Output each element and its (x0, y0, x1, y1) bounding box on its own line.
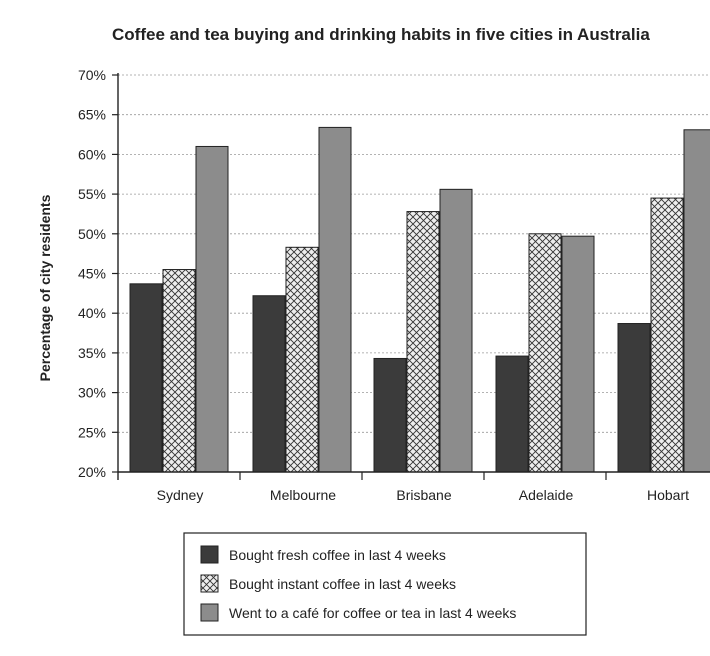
legend-swatch (200, 545, 219, 564)
legend-swatch (200, 603, 219, 622)
y-tick-label: 65% (78, 107, 106, 123)
bar-brisbane-series-2 (406, 211, 440, 473)
y-tick-label: 55% (78, 186, 106, 202)
axes (117, 73, 710, 480)
y-tick-label: 60% (78, 146, 106, 162)
bar-hobart-series-2 (650, 197, 684, 473)
y-tick-label: 40% (78, 305, 106, 321)
bar-melbourne-series-3 (318, 126, 352, 473)
bar-sydney-series-1 (129, 283, 163, 473)
y-tick-label: 25% (78, 424, 106, 440)
y-tick-labels: 20% 25% 30% 35% 40% 45% 50% 55% 60% 65% 70% (78, 67, 106, 480)
bar-sydney-series-3 (195, 145, 229, 473)
bar-melbourne-series-1 (252, 295, 286, 473)
x-tick-label: Brisbane (396, 487, 451, 503)
y-axis-label: Percentage of city residents (37, 194, 53, 381)
legend-swatch (200, 574, 219, 593)
legend-entry-label: Bought fresh coffee in last 4 weeks (229, 547, 446, 563)
bar-melbourne-series-2 (285, 246, 319, 473)
y-tick-label: 45% (78, 266, 106, 282)
y-tick-label: 50% (78, 226, 106, 242)
legend-box (183, 532, 587, 636)
y-tick-label: 70% (78, 67, 106, 83)
chart-title: Coffee and tea buying and drinking habit… (112, 25, 650, 44)
bar-brisbane-series-1 (373, 357, 407, 473)
category-labels: Sydney Melbourne Brisbane Adelaide Hobart (157, 487, 689, 503)
x-tick-label: Melbourne (270, 487, 336, 503)
legend-entry-label: Went to a café for coffee or tea in last… (229, 605, 516, 621)
legend: Bought fresh coffee in last 4 weeks Bough… (183, 532, 587, 636)
y-tick-label: 30% (78, 385, 106, 401)
bar-adelaide-series-1 (495, 355, 529, 473)
x-tick-label: Hobart (647, 487, 689, 503)
bar-sydney-series-2 (162, 269, 196, 473)
bar-brisbane-series-3 (439, 188, 473, 473)
bar-adelaide-series-2 (528, 233, 562, 473)
y-tick-label: 35% (78, 345, 106, 361)
bar-adelaide-series-3 (561, 235, 595, 473)
x-tick-label: Adelaide (519, 487, 574, 503)
x-tick-label: Sydney (157, 487, 204, 503)
legend-entry-label: Bought instant coffee in last 4 weeks (229, 576, 456, 592)
bar-hobart-series-3 (683, 129, 710, 473)
y-tick-label: 20% (78, 464, 106, 480)
bars (129, 126, 710, 473)
bar-hobart-series-1 (617, 323, 651, 473)
